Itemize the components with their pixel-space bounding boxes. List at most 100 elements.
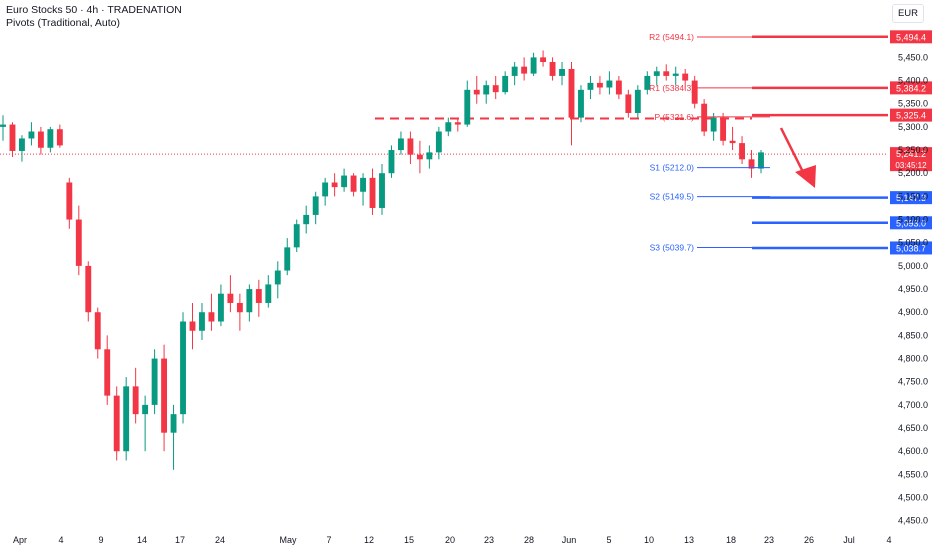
candle <box>284 238 291 276</box>
candle <box>246 284 253 322</box>
y-tick-label: 5,150.0 <box>898 191 928 201</box>
price-tag <box>890 30 932 44</box>
candle-body <box>644 75 651 90</box>
arrow-shaft <box>779 127 808 179</box>
candle <box>94 307 101 359</box>
candle-body <box>265 284 272 303</box>
arrow-head <box>795 165 816 188</box>
current-price-value: 5,241.2 <box>896 149 926 159</box>
candle <box>0 115 6 141</box>
candle <box>521 57 528 81</box>
price-tag <box>890 108 932 122</box>
candle <box>435 126 442 160</box>
x-tick-label: 15 <box>404 535 414 545</box>
price-tag <box>890 191 932 205</box>
candle <box>388 145 395 178</box>
candle <box>559 62 565 86</box>
candle <box>502 71 509 95</box>
candle-body <box>511 66 518 76</box>
candle <box>189 302 196 350</box>
bar-countdown: 03:45:12 <box>895 161 927 170</box>
candle <box>350 173 357 197</box>
candle <box>47 126 54 153</box>
candle <box>303 205 310 234</box>
candle <box>28 122 35 146</box>
candle-body <box>170 414 177 433</box>
candle-body <box>492 85 499 93</box>
candle-body <box>94 312 101 350</box>
candle-body <box>710 117 717 132</box>
candle <box>606 71 613 95</box>
candle-body <box>729 140 736 144</box>
candle-body <box>56 129 63 146</box>
candle <box>331 173 338 197</box>
candle <box>9 122 16 158</box>
candle <box>549 57 556 81</box>
candle-body <box>66 182 73 220</box>
price-tag-label: 5,494.4 <box>896 32 926 42</box>
candle-body <box>9 124 16 151</box>
candle <box>104 335 111 405</box>
candle <box>379 163 385 215</box>
x-tick-label: Jun <box>562 535 577 545</box>
candle-body <box>416 154 423 160</box>
candle <box>208 293 215 331</box>
candle-body <box>672 73 679 76</box>
currency-button[interactable]: EUR <box>892 4 924 23</box>
candle-body <box>37 131 44 148</box>
candle-body <box>369 177 376 208</box>
candle <box>199 302 205 341</box>
y-tick-label: 5,000.0 <box>898 261 928 271</box>
candle-body <box>113 395 120 452</box>
candle <box>312 191 319 225</box>
candle-body <box>142 404 149 415</box>
candle <box>540 50 547 67</box>
x-tick-label: 17 <box>175 535 185 545</box>
candle-body <box>236 302 243 313</box>
candle-body <box>407 138 414 155</box>
candle-body <box>559 68 565 76</box>
candle <box>123 377 130 461</box>
candle-body <box>180 321 186 415</box>
candle-body <box>587 82 594 90</box>
candle <box>682 68 689 90</box>
candle-body <box>388 150 395 174</box>
candle <box>464 80 471 127</box>
pivot-label: P (5321.6) <box>654 112 694 122</box>
price-tag-label: 5,384.2 <box>896 83 926 93</box>
candle <box>663 64 670 81</box>
candle-body <box>75 219 82 266</box>
x-tick-label: 7 <box>326 535 331 545</box>
x-tick-label: 26 <box>804 535 814 545</box>
candle-body <box>758 152 764 169</box>
candle <box>483 80 490 104</box>
candle-body <box>615 80 622 95</box>
candle-body <box>464 89 471 125</box>
candle <box>615 75 622 100</box>
candle-body <box>293 224 300 248</box>
candle <box>265 275 272 308</box>
candle-body <box>720 117 727 141</box>
candle <box>407 131 414 164</box>
candle <box>255 279 262 317</box>
x-tick-label: 4 <box>58 535 63 545</box>
x-tick-label: 4 <box>886 535 891 545</box>
pivot-label: S3 (5039.7) <box>650 242 695 252</box>
price-tag <box>890 241 932 255</box>
y-tick-label: 5,100.0 <box>898 215 928 225</box>
candle-body <box>426 152 433 160</box>
candle <box>653 66 660 86</box>
candle-body <box>596 82 603 88</box>
x-tick-label: 24 <box>215 535 225 545</box>
candle-body <box>739 143 745 160</box>
candle <box>236 293 243 331</box>
pivot-label: S1 (5212.0) <box>650 163 695 173</box>
candle-body <box>28 131 35 139</box>
candle-body <box>682 73 689 81</box>
current-price-tag <box>890 147 932 172</box>
candle-body <box>0 124 6 127</box>
candle <box>85 261 92 322</box>
y-tick-label: 4,700.0 <box>898 400 928 410</box>
candle <box>720 112 727 146</box>
